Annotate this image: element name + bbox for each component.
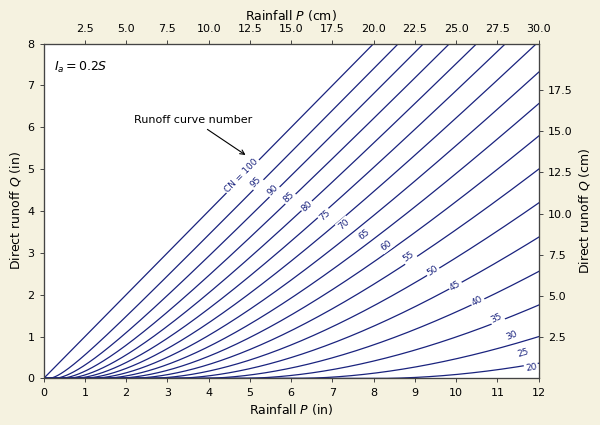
Text: 50: 50 — [425, 264, 440, 278]
Text: 30: 30 — [505, 329, 519, 342]
Text: 35: 35 — [490, 312, 504, 325]
Text: 45: 45 — [448, 279, 463, 292]
Text: 25: 25 — [517, 347, 530, 358]
Y-axis label: Direct runoff $Q$ (cm): Direct runoff $Q$ (cm) — [577, 147, 592, 274]
Text: 65: 65 — [358, 227, 372, 241]
Text: 60: 60 — [379, 238, 394, 252]
Y-axis label: Direct runoff $Q$ (in): Direct runoff $Q$ (in) — [8, 151, 23, 270]
Text: CN = 100: CN = 100 — [223, 157, 260, 194]
Text: 40: 40 — [470, 295, 485, 308]
Text: 90: 90 — [265, 183, 280, 197]
Text: 20: 20 — [525, 363, 538, 374]
Text: 55: 55 — [401, 250, 416, 264]
Text: 85: 85 — [282, 190, 296, 205]
X-axis label: Rainfall $P$ (in): Rainfall $P$ (in) — [249, 402, 334, 416]
Text: 75: 75 — [318, 208, 332, 222]
Text: Runoff curve number: Runoff curve number — [134, 115, 253, 154]
Text: 95: 95 — [249, 175, 263, 190]
X-axis label: Rainfall $P$ (cm): Rainfall $P$ (cm) — [245, 8, 337, 23]
Text: 80: 80 — [299, 199, 314, 213]
Text: $I_a = 0.2S$: $I_a = 0.2S$ — [54, 60, 107, 75]
Text: 70: 70 — [337, 217, 351, 232]
